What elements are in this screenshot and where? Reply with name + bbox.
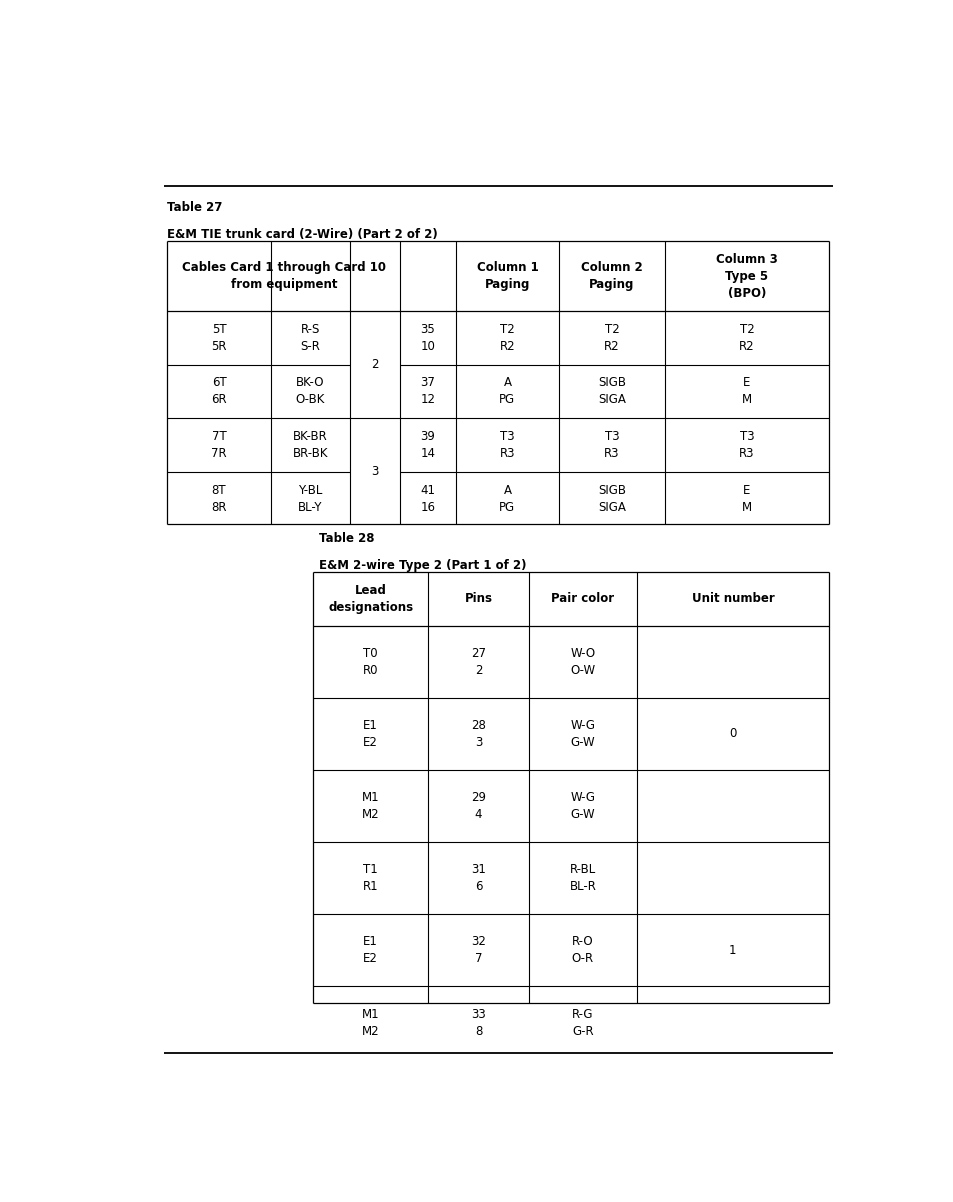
Text: T3
R3: T3 R3 [499,430,515,460]
Text: 35
10: 35 10 [420,322,435,352]
Text: BK-BR
BR-BK: BK-BR BR-BK [293,430,328,460]
Text: BK-O
O-BK: BK-O O-BK [295,376,325,406]
Text: T1
R1: T1 R1 [362,863,378,893]
Text: 3: 3 [371,465,378,478]
Text: 29
4: 29 4 [471,791,486,821]
Text: Column 2
Paging: Column 2 Paging [580,261,642,291]
Text: Table 28: Table 28 [318,532,374,545]
Text: W-G
G-W: W-G G-W [570,719,595,749]
Text: Table 27: Table 27 [167,201,222,214]
Text: 39
14: 39 14 [420,430,435,460]
Text: E1
E2: E1 E2 [363,719,377,749]
Text: E
M: E M [741,483,751,513]
Text: 5T
5R: 5T 5R [212,322,227,352]
Text: R-G
G-R: R-G G-R [572,1007,593,1037]
Text: M1
M2: M1 M2 [361,1007,379,1037]
Text: R-S
S-R: R-S S-R [300,322,320,352]
Text: 2: 2 [371,358,378,371]
Text: 41
16: 41 16 [420,483,435,513]
Text: 28
3: 28 3 [471,719,485,749]
Text: T3
R3: T3 R3 [739,430,754,460]
Text: 33
8: 33 8 [471,1007,485,1037]
Text: T2
R2: T2 R2 [739,322,754,352]
Text: Column 3
Type 5
(BPO): Column 3 Type 5 (BPO) [716,252,777,299]
Text: E&M 2-wire Type 2 (Part 1 of 2): E&M 2-wire Type 2 (Part 1 of 2) [318,559,526,572]
Text: 6T
6R: 6T 6R [211,376,227,406]
Text: 32
7: 32 7 [471,935,485,965]
Text: T3
R3: T3 R3 [603,430,619,460]
Text: Cables Card 1 through Card 10
from equipment: Cables Card 1 through Card 10 from equip… [182,261,385,291]
Text: A
PG: A PG [498,483,515,513]
Text: R-O
O-R: R-O O-R [571,935,594,965]
Text: E
M: E M [741,376,751,406]
Text: A
PG: A PG [498,376,515,406]
Text: SIGB
SIGA: SIGB SIGA [598,483,625,513]
Text: 0: 0 [728,727,736,740]
Text: Y-BL
BL-Y: Y-BL BL-Y [297,483,322,513]
Text: Unit number: Unit number [691,593,774,605]
Text: W-O
O-W: W-O O-W [570,647,595,677]
Text: T0
R0: T0 R0 [362,647,378,677]
Text: 1: 1 [728,944,736,957]
Text: M1
M2: M1 M2 [361,791,379,821]
Text: 7T
7R: 7T 7R [211,430,227,460]
Text: 37
12: 37 12 [420,376,435,406]
Text: 8T
8R: 8T 8R [212,483,227,513]
Text: Pair color: Pair color [551,593,614,605]
Text: T2
R2: T2 R2 [603,322,619,352]
Text: W-G
G-W: W-G G-W [570,791,595,821]
Text: Lead
designations: Lead designations [328,584,413,614]
Text: SIGB
SIGA: SIGB SIGA [598,376,625,406]
Text: R-BL
BL-R: R-BL BL-R [569,863,596,893]
Text: 31
6: 31 6 [471,863,485,893]
Text: Column 1
Paging: Column 1 Paging [476,261,537,291]
Text: T2
R2: T2 R2 [499,322,515,352]
Text: E&M TIE trunk card (2-Wire) (Part 2 of 2): E&M TIE trunk card (2-Wire) (Part 2 of 2… [167,227,437,240]
Text: 27
2: 27 2 [471,647,486,677]
Text: Pins: Pins [464,593,492,605]
Text: E1
E2: E1 E2 [363,935,377,965]
